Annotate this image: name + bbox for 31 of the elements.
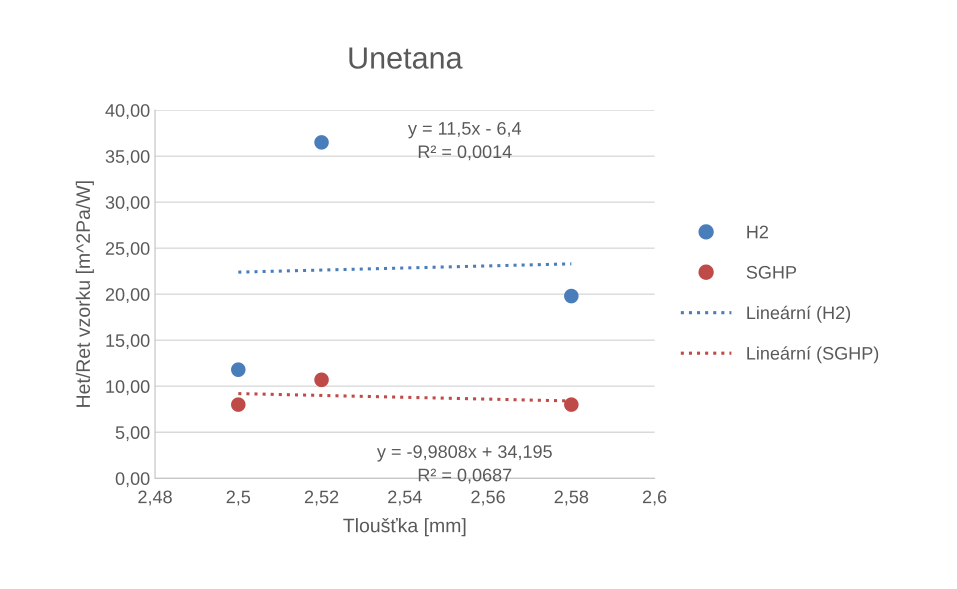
- chart-title: Unetana: [349, 47, 463, 69]
- point: [564, 288, 579, 304]
- x-axis-title: Tloušťka [mm]: [343, 518, 466, 536]
- x-tick-label: 2,58: [554, 490, 588, 506]
- point: [564, 397, 579, 412]
- x-tick-label: 2,6: [642, 490, 666, 506]
- x-tick-label: 2,48: [138, 490, 172, 506]
- y-tick-label: 35,00: [106, 150, 150, 166]
- y-tick-label: 5,00: [116, 426, 150, 442]
- legend-label: Lineární (SGHP): [747, 346, 878, 364]
- y-tick-label: 15,00: [106, 334, 150, 350]
- x-tick-label: 2,56: [471, 490, 505, 506]
- y-tick-label: 10,00: [106, 380, 150, 396]
- y-tick-label: 30,00: [106, 196, 150, 212]
- x-tick-label: 2,54: [388, 490, 422, 506]
- y-tick-label: 0,00: [116, 472, 150, 488]
- point: [314, 135, 329, 150]
- y-tick-label: 20,00: [106, 288, 150, 304]
- y-tick-label: 25,00: [106, 242, 150, 258]
- legend-label: H2: [747, 226, 768, 238]
- annotation: y = 11,5x - 6,4 R² = 0,0014: [408, 122, 522, 160]
- annotation: y = -9,9808x + 34,195 R² = 0,0687: [376, 445, 552, 484]
- legend-label: Lineární (H2): [747, 306, 850, 323]
- x-tick-label: 2,5: [226, 490, 250, 506]
- legend-label: SGHP: [746, 266, 796, 279]
- x-tick-label: 2,52: [304, 490, 338, 506]
- y-axis-title: Het/Ret vzorku [m^2Pa/W]: [76, 181, 94, 407]
- point: [231, 397, 246, 412]
- point: [314, 372, 329, 388]
- y-tick-label: 40,00: [105, 104, 150, 119]
- point: [231, 362, 246, 377]
